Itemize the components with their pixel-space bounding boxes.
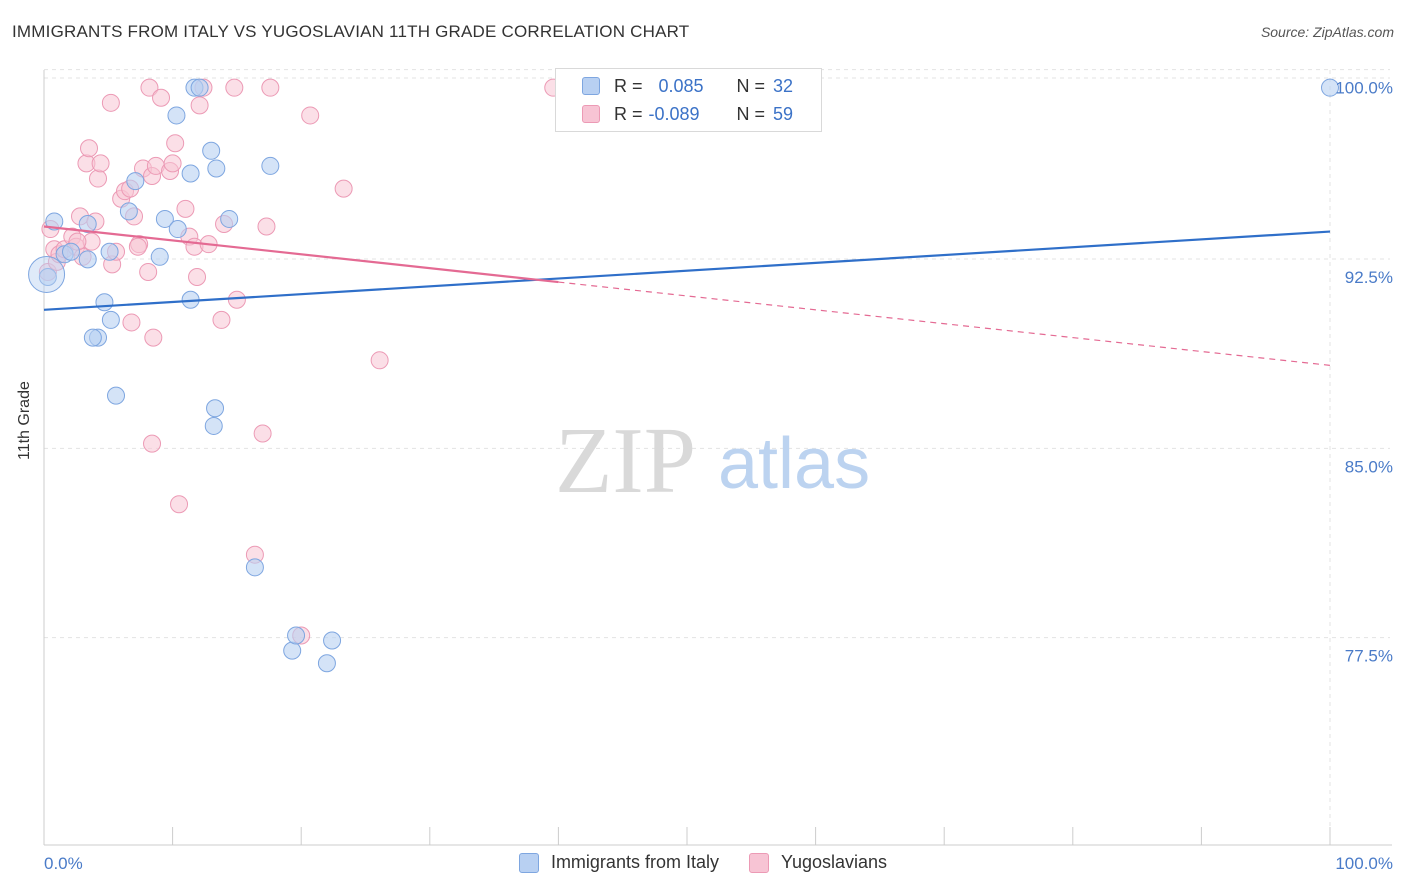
y-tick-label: 77.5% (1345, 647, 1393, 666)
data-point-italy (245, 558, 264, 577)
trend-line-yugoslavians-extrapolated (558, 281, 1331, 366)
y-tick-label: 85.0% (1345, 457, 1393, 476)
x-tick-label: 100.0% (1335, 854, 1393, 873)
data-point-yugoslavians (128, 237, 147, 256)
r-value: -0.089 (648, 103, 700, 124)
y-tick-label: 92.5% (1345, 268, 1393, 287)
italy-swatch (582, 77, 600, 95)
data-point-yugoslavians (91, 154, 110, 173)
watermark-atlas: atlas (718, 424, 870, 504)
data-point-italy (38, 268, 57, 287)
data-point-italy (287, 626, 306, 645)
x-tick-label: 0.0% (44, 854, 83, 873)
stats-row-italy: R = 0.085 N = 32 (582, 74, 793, 98)
data-point-yugoslavians (261, 78, 280, 97)
data-point-yugoslavians (257, 217, 276, 236)
data-point-yugoslavians (101, 93, 120, 112)
data-point-yugoslavians (122, 313, 141, 332)
legend-item-italy[interactable]: Immigrants from Italy (518, 852, 719, 873)
data-point-italy (206, 399, 225, 418)
data-point-italy (167, 106, 186, 125)
data-point-yugoslavians (334, 179, 353, 198)
trend-line-italy (43, 230, 1331, 311)
r-label: R = (614, 103, 643, 124)
data-point-yugoslavians (143, 434, 162, 453)
data-point-italy (78, 250, 97, 269)
data-point-italy (220, 209, 239, 228)
trend-lines (43, 225, 1331, 366)
data-point-yugoslavians (212, 310, 231, 329)
legend-label-italy: Immigrants from Italy (550, 852, 719, 872)
data-point-italy (168, 220, 187, 239)
data-point-yugoslavians (190, 96, 209, 115)
data-point-italy (150, 247, 169, 266)
data-point-italy (83, 328, 102, 347)
data-point-italy (1321, 78, 1339, 97)
n-label: N = (736, 103, 766, 124)
n-value: 32 (773, 75, 794, 96)
data-point-yugoslavians (176, 199, 195, 218)
data-point-yugoslavians (152, 88, 171, 107)
chart-title: IMMIGRANTS FROM ITALY VS YUGOSLAVIAN 11T… (12, 22, 690, 41)
data-point-italy (202, 141, 221, 160)
data-point-italy (204, 416, 223, 435)
data-point-yugoslavians (188, 268, 207, 287)
stats-legend: R = 0.085 N = 32 R = -0.089 N = 59 (555, 68, 822, 132)
n-value: 59 (773, 103, 794, 124)
watermark: ZIP atlas (555, 409, 870, 513)
data-point-yugoslavians (166, 134, 185, 153)
data-point-italy (317, 654, 336, 673)
yugoslavians-swatch (582, 105, 600, 123)
data-point-yugoslavians (225, 78, 244, 97)
data-point-italy (207, 159, 226, 178)
series-yugoslavians (38, 78, 563, 645)
data-point-yugoslavians (80, 139, 99, 158)
data-point-yugoslavians (163, 154, 182, 173)
stats-row-yugoslavians: R = -0.089 N = 59 (582, 102, 793, 126)
data-point-italy (261, 156, 280, 175)
axes (43, 70, 1392, 846)
data-point-italy (155, 209, 174, 228)
n-label: N = (736, 75, 766, 96)
trend-line-yugoslavians (43, 225, 559, 284)
data-point-italy (283, 641, 302, 660)
data-point-italy (78, 214, 97, 233)
r-value: 0.085 (658, 75, 704, 96)
bottom-legend: Immigrants from Italy Yugoslavians (0, 852, 1406, 873)
tick-labels: 77.5% 85.0% 92.5% 100.0% 0.0% 100.0% (44, 79, 1393, 873)
data-point-italy (62, 242, 81, 261)
data-point-italy (95, 293, 114, 312)
data-point-yugoslavians (253, 424, 272, 443)
data-point-italy-cluster (28, 255, 66, 293)
y-tick-label: 100.0% (1335, 79, 1393, 98)
grid-lines (44, 69, 1390, 845)
data-point-yugoslavians (370, 351, 389, 370)
italy-swatch (518, 852, 539, 873)
data-point-italy (126, 172, 145, 191)
data-point-yugoslavians (227, 290, 246, 309)
data-point-italy (100, 242, 119, 261)
data-point-italy (181, 164, 200, 183)
data-point-yugoslavians (301, 106, 320, 125)
data-point-yugoslavians (89, 169, 108, 188)
data-point-yugoslavians (139, 262, 158, 281)
series-immigrants-from-italy (28, 78, 1339, 673)
legend-label-yugoslavians: Yugoslavians (780, 852, 888, 872)
watermark-zip: ZIP (555, 409, 696, 513)
data-point-yugoslavians (144, 328, 163, 347)
data-point-italy (323, 631, 342, 650)
r-label: R = (614, 75, 643, 96)
data-point-italy (119, 202, 138, 221)
data-point-italy (107, 386, 126, 405)
yugoslavians-swatch (748, 852, 769, 873)
legend-item-yugoslavians[interactable]: Yugoslavians (748, 852, 888, 873)
data-point-italy (190, 78, 209, 97)
data-point-yugoslavians (170, 495, 189, 514)
data-point-italy (45, 212, 64, 231)
data-point-italy (101, 310, 120, 329)
source-label: Source: ZipAtlas.com (1260, 24, 1394, 40)
data-point-yugoslavians (140, 78, 159, 97)
